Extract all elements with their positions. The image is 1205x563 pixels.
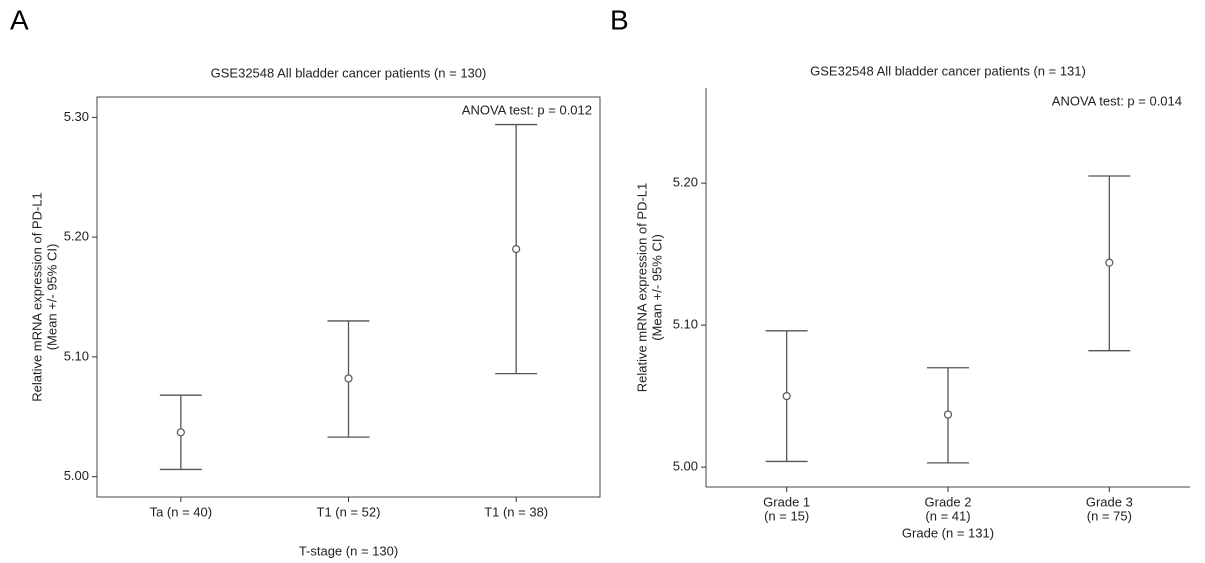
mean-marker: [782, 392, 791, 401]
x-tick-label: Grade 2: [925, 494, 972, 509]
mean-marker: [512, 244, 521, 254]
mean-marker: [943, 410, 953, 419]
y-axis-label: Relative mRNA expression of PD-L1: [29, 192, 44, 402]
x-tick-label: T1 (n = 38): [484, 504, 548, 519]
x-tick-sublabel: (n = 75): [1087, 508, 1132, 523]
y-axis-label: (Mean +/- 95% CI): [44, 244, 59, 351]
y-tick-label: 5.20: [673, 175, 698, 190]
x-tick-sublabel: (n = 41): [925, 508, 970, 523]
y-axis-label: (Mean +/- 95% CI): [649, 234, 664, 341]
y-tick-label: 5.00: [64, 468, 89, 483]
chart-title: GSE32548 All bladder cancer patients (n …: [211, 65, 487, 80]
mean-marker: [176, 428, 185, 437]
y-tick-label: 5.20: [64, 229, 89, 244]
y-axis-label: Relative mRNA expression of PD-L1: [634, 183, 649, 393]
x-tick-sublabel: (n = 15): [764, 508, 809, 523]
panel-label: B: [610, 4, 629, 35]
y-tick-label: 5.10: [673, 317, 698, 332]
y-tick-label: 5.10: [64, 348, 89, 363]
x-axis-label: T-stage (n = 130): [299, 543, 398, 558]
x-tick-label: T1 (n = 52): [317, 504, 381, 519]
x-tick-label: Grade 3: [1086, 494, 1133, 509]
panel-label: A: [10, 4, 29, 35]
x-tick-label: Grade 1: [763, 494, 810, 509]
y-tick-label: 5.00: [673, 459, 698, 474]
x-axis-label: Grade (n = 131): [902, 525, 994, 540]
mean-marker: [1105, 258, 1114, 267]
y-tick-label: 5.30: [64, 109, 89, 124]
annotation: ANOVA test: p = 0.014: [1052, 93, 1182, 108]
x-tick-label: Ta (n = 40): [150, 504, 213, 519]
chart-title: GSE32548 All bladder cancer patients (n …: [810, 63, 1086, 78]
annotation: ANOVA test: p = 0.012: [462, 102, 592, 117]
mean-marker: [344, 374, 353, 383]
